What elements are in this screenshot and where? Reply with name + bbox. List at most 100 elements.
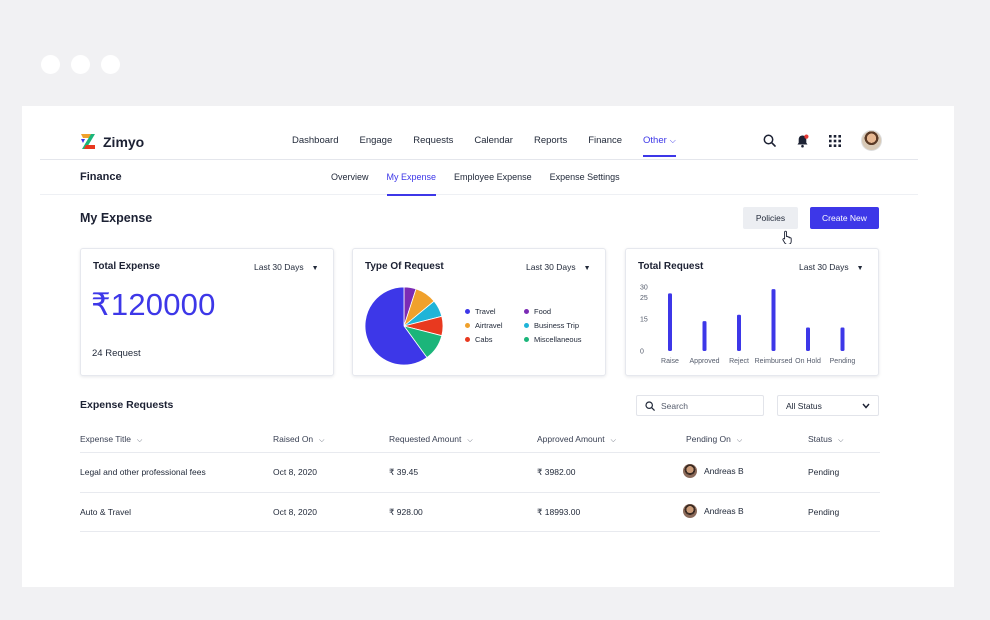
- total-request-card: Total Request Last 30 Days ▼ 0 15 25 30 Raise…: [625, 248, 879, 376]
- nav-requests[interactable]: Requests: [413, 135, 454, 146]
- search-icon[interactable]: [762, 134, 776, 148]
- tab-my-expense[interactable]: My Expense: [386, 172, 437, 196]
- table-divider: [80, 531, 880, 532]
- col-pending-on-label: Pending On: [686, 434, 731, 444]
- legend-item: Food: [524, 307, 594, 316]
- sort-chevron-icon: ⌵: [467, 437, 473, 444]
- table-divider: [80, 492, 880, 493]
- col-requested-amount[interactable]: Requested Amount ⌵: [389, 434, 473, 445]
- status-filter-value: All Status: [786, 400, 822, 411]
- finance-tabs: Overview My Expense Employee Expense Exp…: [331, 172, 638, 196]
- x-tick-label: Approved: [690, 358, 720, 365]
- window-controls: [41, 55, 120, 74]
- y-tick-label: 0: [640, 349, 644, 356]
- col-raised-on[interactable]: Raised On ⌵: [273, 434, 324, 445]
- bar-approved[interactable]: [702, 321, 707, 351]
- row1-status: Pending: [808, 467, 840, 477]
- app-window: Zimyo Dashboard Engage Requests Calendar…: [22, 106, 954, 587]
- col-approved-amount-label: Approved Amount: [537, 434, 605, 444]
- nav-finance[interactable]: Finance: [588, 135, 623, 146]
- bar-on-hold[interactable]: [806, 327, 810, 351]
- bar-pending[interactable]: [840, 327, 845, 351]
- brand-logo[interactable]: Zimyo: [80, 133, 144, 150]
- type-of-request-period-select[interactable]: Last 30 Days ▼: [526, 262, 591, 272]
- type-of-request-pie-chart: [364, 286, 444, 366]
- row2-title[interactable]: Auto & Travel: [80, 507, 132, 517]
- total-expense-period-label: Last 30 Days: [254, 262, 304, 272]
- sort-chevron-icon: ⌵: [736, 437, 743, 444]
- row2-approved-amount: ₹ 18993.00: [537, 507, 581, 517]
- legend-dot-icon: [465, 323, 470, 328]
- total-expense-period-select[interactable]: Last 30 Days ▼: [254, 262, 319, 272]
- legend-item: Cabs: [465, 335, 524, 344]
- sort-chevron-icon: ⌵: [319, 437, 325, 444]
- legend-item: Travel: [465, 307, 524, 316]
- row1-pending-on-name: Andreas B: [704, 466, 744, 476]
- row2-status: Pending: [808, 507, 840, 517]
- type-of-request-period-label: Last 30 Days: [526, 262, 576, 272]
- row1-pending-on: Andreas B: [683, 464, 744, 478]
- legend-item: Miscellaneous: [524, 335, 594, 344]
- nav-engage[interactable]: Engage: [359, 135, 393, 146]
- type-of-request-title: Type Of Request: [365, 261, 444, 272]
- nav-other[interactable]: Other ⌵: [643, 135, 676, 157]
- row2-pending-on: Andreas B: [683, 504, 744, 518]
- page-title: My Expense: [80, 211, 153, 225]
- col-status[interactable]: Status ⌵: [808, 434, 843, 445]
- apps-grid-icon[interactable]: [828, 134, 842, 148]
- pie-legend: Travel Food Airtravel Business Trip Cabs Misc…: [465, 307, 594, 344]
- total-expense-card: Total Expense Last 30 Days ▼ ₹120000 24 R…: [80, 248, 334, 376]
- legend-item: Business Trip: [524, 321, 594, 330]
- bar-reimbursed[interactable]: [771, 289, 776, 351]
- policies-button[interactable]: Policies: [743, 207, 798, 229]
- sub-nav: Finance Overview My Expense Employee Exp…: [40, 160, 918, 196]
- type-of-request-card: Type Of Request Last 30 Days ▼ Travel Food…: [352, 248, 606, 376]
- nav-other-label: Other: [643, 135, 667, 146]
- top-nav: Zimyo Dashboard Engage Requests Calendar…: [40, 106, 918, 160]
- caret-down-icon: ▼: [583, 265, 591, 272]
- legend-dot-icon: [524, 337, 529, 342]
- tab-expense-settings[interactable]: Expense Settings: [549, 172, 620, 182]
- legend-dot-icon: [465, 337, 470, 342]
- caret-down-icon: ▼: [856, 265, 864, 272]
- caret-down-icon: ▼: [311, 265, 319, 272]
- total-request-period-select[interactable]: Last 30 Days ▼: [799, 262, 864, 272]
- window-dot[interactable]: [71, 55, 90, 74]
- total-expense-title: Total Expense: [93, 261, 161, 272]
- main-menu: Dashboard Engage Requests Calendar Repor…: [292, 133, 697, 157]
- avatar: [683, 464, 697, 478]
- search-input[interactable]: [661, 400, 761, 411]
- nav-dashboard[interactable]: Dashboard: [292, 135, 339, 146]
- section-title-finance: Finance: [80, 171, 122, 183]
- row1-title[interactable]: Legal and other professional fees: [80, 467, 206, 477]
- legend-label: Business Trip: [534, 321, 580, 330]
- col-expense-title[interactable]: Expense Title ⌵: [80, 434, 142, 445]
- bar-reject[interactable]: [737, 314, 741, 351]
- sort-chevron-icon: ⌵: [137, 437, 143, 444]
- col-requested-amount-label: Requested Amount: [389, 434, 462, 444]
- search-icon: [645, 400, 655, 411]
- user-avatar[interactable]: [861, 130, 882, 151]
- status-filter-select[interactable]: All Status: [777, 395, 879, 416]
- nav-calendar[interactable]: Calendar: [474, 135, 513, 146]
- chevron-down-icon: ⌵: [669, 136, 676, 145]
- bar-raise[interactable]: [668, 293, 672, 351]
- col-approved-amount[interactable]: Approved Amount ⌵: [537, 434, 616, 445]
- create-new-button[interactable]: Create New: [810, 207, 879, 229]
- nav-reports[interactable]: Reports: [533, 135, 568, 146]
- legend-item: Airtravel: [465, 321, 524, 330]
- total-expense-amount: ₹120000: [91, 287, 216, 322]
- bell-icon[interactable]: [795, 134, 809, 148]
- pie-slice-travel[interactable]: [364, 286, 428, 366]
- table-divider: [80, 452, 880, 453]
- legend-dot-icon: [524, 323, 529, 328]
- total-request-bar-chart: 0 15 25 30 Raise Approved Reject Reimbursed On H…: [640, 285, 855, 366]
- expense-requests-title: Expense Requests: [80, 399, 174, 411]
- window-dot[interactable]: [101, 55, 120, 74]
- tab-overview[interactable]: Overview: [331, 172, 369, 182]
- col-pending-on[interactable]: Pending On ⌵: [686, 434, 742, 445]
- row1-raised-on: Oct 8, 2020: [273, 467, 317, 477]
- tab-employee-expense[interactable]: Employee Expense: [454, 172, 532, 182]
- row2-raised-on: Oct 8, 2020: [273, 507, 317, 517]
- window-dot[interactable]: [41, 55, 60, 74]
